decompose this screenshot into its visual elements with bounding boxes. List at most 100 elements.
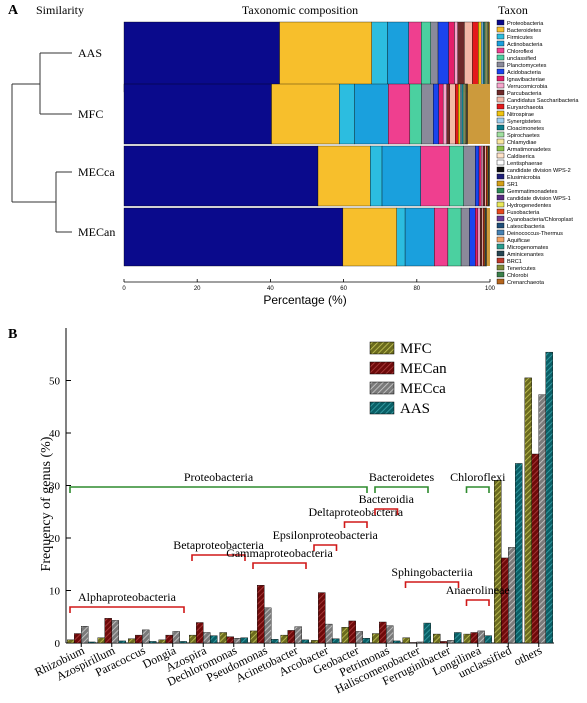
legend-label: candidate division WPS-1: [507, 196, 571, 202]
legend-swatch: [496, 208, 505, 215]
bar-paracoccus-mecan: [135, 634, 143, 644]
bar-acinetobacter-mecca: [294, 626, 302, 644]
bracket-line: [252, 562, 307, 569]
bracket-line: [313, 544, 338, 551]
segment-aas-chloroflexi: [408, 21, 422, 93]
bracket-label: Betaproteobacteria: [173, 538, 264, 552]
legend-swatch: [496, 222, 505, 229]
legend-swatch: [496, 19, 505, 26]
genus-y-tick-label-30: 30: [49, 481, 61, 493]
legend-swatch: [496, 54, 505, 61]
bar-longilinea-mfc: [463, 633, 471, 644]
genus-group-pseudomonas: [250, 585, 279, 644]
legend-item-acidobacteria: Acidobacteria: [496, 68, 542, 76]
percentage-tick-label-80: 80: [413, 286, 420, 292]
segment-aas-acidobacteria: [437, 21, 449, 93]
bar-rhizobium-aas: [88, 641, 96, 644]
genus-frequency-panel: B Frequency of genus (%) 0 10 20 30 40 50 Pro…: [8, 327, 554, 696]
bracket-label: Bacteroidetes: [369, 470, 435, 484]
sample-label-mecan: MECan: [78, 225, 115, 239]
segment-mfc-verrucomicrobia: [442, 83, 447, 145]
segment-mecca-parcubacteria: [482, 145, 486, 207]
bracket-line: [191, 554, 246, 561]
legend-item-verrucomicrobia: Verrucomicrobia: [496, 82, 548, 90]
segment-mfc-firmicutes: [339, 83, 355, 145]
bar-azospirillum-mfc: [97, 637, 105, 644]
genus-legend-label: AAS: [400, 401, 430, 417]
segment-mfc-ignavibacteriae: [438, 83, 444, 145]
bracket-label: Proteobacteria: [184, 470, 254, 484]
segment-aas-bacteroidetes: [279, 21, 372, 93]
segment-mfc-planctomycetes: [421, 83, 434, 145]
legend-swatch: [496, 103, 505, 110]
bracket-line: [343, 521, 368, 528]
bar-geobacter-mfc: [341, 627, 349, 644]
segment-mecan-verrucomicrobia: [477, 207, 481, 267]
taxonomic-composition-panel: A Similarity Taxonomic composition Taxon…: [8, 3, 579, 307]
bracket-epsilonproteobacteria: Epsilonproteobacteria: [273, 528, 379, 551]
legend-item-parcubacteria: Parcubacteria: [496, 89, 542, 97]
genus-group-others: [524, 351, 553, 644]
legend-swatch: [496, 26, 505, 33]
legend-item-lentisphaerae: Lentisphaerae: [496, 159, 542, 167]
bracket-chloroflexi: Chloroflexi: [450, 470, 506, 493]
segment-mecan-acidobacteria: [469, 207, 476, 267]
legend-item-tenericutes: Tenericutes: [496, 264, 536, 272]
bar-azospirillum-mecan: [104, 618, 112, 644]
percentage-axis-label: Percentage (%): [263, 293, 346, 307]
bracket-line: [465, 486, 490, 493]
bar-haliscomenobacter-mecca: [416, 641, 424, 644]
bracket-line: [69, 606, 185, 613]
legend-item-hydrogenedentes: Hydrogenedentes: [496, 201, 551, 209]
bar-unclassified-mfc: [494, 480, 502, 644]
bar-acinetobacter-aas: [301, 639, 309, 644]
segment-aas-unclassified: [421, 21, 431, 93]
bracket-anaerolineae: Anaerolineae: [446, 583, 510, 606]
bracket-sphingobacteriia: Sphingobacteriia: [391, 565, 473, 588]
legend-swatch: [496, 75, 505, 82]
legend-item-caldiserica: Caldiserica: [496, 152, 536, 160]
legend-swatch: [496, 117, 505, 124]
segment-mecca-verrucomicrobia: [481, 145, 484, 207]
legend-label: Crenarchaeota: [507, 280, 545, 286]
genus-group-arcobacter: [311, 592, 340, 644]
segment-mfc-parcubacteria: [446, 83, 450, 145]
legend-item-fusobacteria: Fusobacteria: [496, 208, 540, 216]
legend-swatch: [496, 96, 505, 103]
bar-dechloromonas-aas: [240, 637, 248, 644]
legend-label: Fusobacteria: [507, 210, 540, 216]
legend-swatch: [496, 61, 505, 68]
bracket-label: Alphaproteobacteria: [78, 590, 177, 604]
segment-aas-minor-taxa: [489, 22, 490, 92]
bar-unclassified-mecan: [501, 557, 509, 644]
bar-rhizobium-mecan: [74, 633, 82, 644]
legend-item-sr1: SR1: [496, 180, 518, 188]
legend-swatch: [496, 110, 505, 117]
legend-label: Elusimicrobia: [507, 175, 541, 181]
sample-label-mfc: MFC: [78, 107, 103, 121]
legend-label: Firmicutes: [507, 35, 533, 41]
bar-petrimonas-mfc: [372, 633, 380, 644]
bracket-proteobacteria: Proteobacteria: [69, 470, 368, 493]
segment-aas-ignavibacteriae: [448, 21, 455, 93]
bar-haliscomenobacter-mfc: [402, 637, 410, 644]
segment-aas-euryarchaeota: [472, 21, 479, 93]
genus-y-tick-label-40: 40: [49, 428, 61, 440]
bracket-label: Anaerolineae: [446, 583, 510, 597]
legend-label: Lentisphaerae: [507, 161, 542, 167]
genus-y-tick-label-0: 0: [55, 638, 61, 650]
legend-label: Aquificae: [507, 238, 530, 244]
bar-rhizobium-mecca: [81, 626, 89, 644]
legend-item-gemmatimonadetes: Gemmatimonadetes: [496, 187, 558, 195]
segment-aas-parcubacteria: [457, 21, 465, 93]
genus-group-paracoccus: [128, 629, 157, 644]
legend-item-brc1: BRC1: [496, 257, 522, 265]
legend-item-proteobacteria: Proteobacteria: [496, 19, 544, 27]
bar-longilinea-mecan: [470, 632, 478, 644]
bar-azospirillum-aas: [118, 640, 126, 644]
legend-swatch: [496, 124, 505, 131]
bar-dongia-mecan: [165, 634, 173, 644]
bar-acinetobacter-mfc: [280, 634, 288, 644]
panel-b-label: B: [8, 327, 17, 342]
segment-aas-firmicutes: [371, 21, 388, 93]
